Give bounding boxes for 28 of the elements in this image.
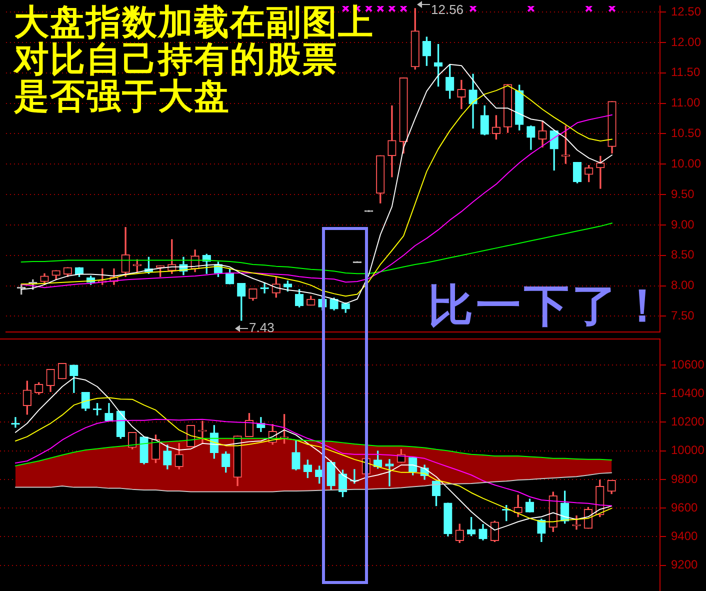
candlestick xyxy=(385,459,394,486)
y-tick-label: 10600 xyxy=(671,357,705,372)
y-tick-label: 8.00 xyxy=(671,278,695,292)
annotation: 大盘指数加载在副图上 xyxy=(14,3,374,42)
y-tick-label: 12.50 xyxy=(671,4,702,18)
y-tick-label: 12.00 xyxy=(671,34,702,49)
y-tick-label: 9.00 xyxy=(671,217,695,232)
y-tick-label: 10000 xyxy=(671,443,705,458)
annotation: 比一下了！ xyxy=(428,280,668,332)
candlestick xyxy=(388,105,396,178)
y-tick-label: 9400 xyxy=(671,528,698,543)
y-tick-label: 10.50 xyxy=(671,126,702,140)
y-tick-label: 7.50 xyxy=(671,308,695,322)
y-tick-label: 9600 xyxy=(671,500,698,514)
y-tick-label: 9800 xyxy=(671,472,698,486)
y-tick-label: 10400 xyxy=(671,386,705,400)
y-tick-label: 8.50 xyxy=(671,248,695,262)
annotation: 是否强于大盘 xyxy=(14,77,230,116)
y-tick-label: 11.00 xyxy=(671,96,700,110)
y-tick-label: 11.50 xyxy=(671,65,700,80)
y-tick-label: 10200 xyxy=(671,414,705,429)
candlestick xyxy=(596,156,605,189)
annotation: 对比自己持有的股票 xyxy=(14,40,338,79)
y-tick-label: 9200 xyxy=(671,558,698,572)
annotation: 12.56 xyxy=(431,2,464,18)
annotation: 7.43 xyxy=(249,320,274,336)
y-tick-label: 10.00 xyxy=(671,156,702,170)
y-tick-label: 9.50 xyxy=(671,186,695,201)
